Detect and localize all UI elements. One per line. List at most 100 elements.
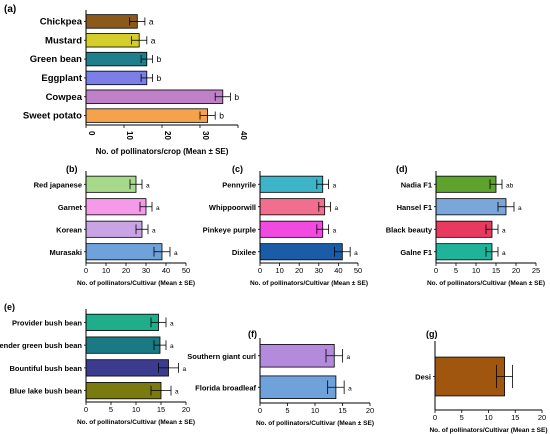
bar bbox=[85, 175, 137, 193]
significance-letter: a bbox=[146, 182, 150, 189]
significance-letter: a bbox=[170, 320, 174, 327]
category-label: Korean bbox=[56, 225, 82, 234]
x-axis-label: No. of pollinators/Cultivar (Mean ± SE) bbox=[427, 280, 545, 287]
significance-letter: a bbox=[152, 227, 156, 234]
category-label: Whippoorwill bbox=[209, 203, 256, 212]
x-tick-label: 20 bbox=[122, 266, 130, 275]
chart-panel-g: (g) Desi 0 5 10 15 20 No. of pollinators/Cultiv… bbox=[415, 329, 547, 434]
significance-letter: a bbox=[183, 366, 187, 373]
x-tick-label: 20 bbox=[163, 131, 172, 140]
chart-panel-c: (c) a Pennyrile a Whippoorwill a Pinkeye purpl… bbox=[203, 164, 368, 287]
x-tick-label: 10 bbox=[102, 266, 110, 275]
bar bbox=[435, 220, 493, 238]
category-label: Galne F1 bbox=[400, 248, 432, 257]
x-tick-label: 40 bbox=[162, 266, 170, 275]
x-tick-label: 20 bbox=[182, 405, 190, 414]
x-tick-label: 0 bbox=[87, 131, 96, 136]
category-label: Blue lake bush bean bbox=[9, 387, 82, 396]
bar bbox=[85, 359, 169, 377]
significance-letter: a bbox=[333, 182, 337, 189]
x-tick-label: 10 bbox=[132, 405, 140, 414]
panel-label: (b) bbox=[66, 164, 78, 174]
category-label: Red japanese bbox=[34, 180, 82, 189]
bar bbox=[259, 175, 324, 193]
category-label: Pinkeye purple bbox=[203, 225, 256, 234]
category-label: Hansel F1 bbox=[397, 203, 432, 212]
bar bbox=[85, 243, 163, 261]
x-tick-label: 5 bbox=[460, 413, 464, 422]
x-tick-label: 20 bbox=[366, 406, 374, 415]
significance-letter: ab bbox=[506, 182, 514, 189]
significance-letter: a bbox=[335, 205, 339, 212]
x-tick-label: 15 bbox=[157, 405, 165, 414]
bar bbox=[435, 243, 493, 261]
x-tick-label: 20 bbox=[538, 413, 546, 422]
x-tick-label: 30 bbox=[315, 266, 323, 275]
panel-label: (e) bbox=[4, 302, 15, 312]
x-tick-label: 25 bbox=[532, 266, 540, 275]
panel-label: (f) bbox=[248, 329, 257, 339]
bar bbox=[85, 382, 162, 400]
bar bbox=[434, 356, 505, 397]
bar bbox=[85, 336, 161, 354]
significance-letter: a bbox=[502, 227, 506, 234]
category-label: Provider bush bean bbox=[12, 318, 82, 327]
category-label: Mustard bbox=[45, 35, 82, 46]
x-tick-label: 10 bbox=[484, 413, 492, 422]
bar bbox=[259, 243, 343, 261]
chart-panel-d: (d) ab Nadia F1 a Hansel F1 a Black beauty a Gal… bbox=[386, 164, 545, 287]
x-tick-label: 10 bbox=[311, 406, 319, 415]
bar bbox=[85, 51, 148, 67]
significance-letter: a bbox=[354, 250, 358, 257]
category-label: Dixilee bbox=[232, 248, 256, 257]
x-tick-label: 0 bbox=[258, 266, 262, 275]
significance-letter: a bbox=[149, 16, 154, 26]
x-tick-label: 10 bbox=[472, 266, 480, 275]
chart-panel-b: (b) a Red japanese a Garnet a Korean a Murasaki0… bbox=[34, 164, 195, 287]
x-tick-label: 5 bbox=[109, 405, 113, 414]
category-label: Black beauty bbox=[386, 225, 433, 234]
panel-label: (d) bbox=[396, 164, 408, 174]
x-tick-label: 5 bbox=[285, 406, 289, 415]
category-label: Green bean bbox=[30, 54, 82, 65]
x-tick-label: 30 bbox=[142, 266, 150, 275]
significance-letter: a bbox=[502, 250, 506, 257]
significance-letter: a bbox=[518, 205, 522, 212]
x-axis-label: No. of pollinators/Cultivar (Mean ± SE) bbox=[77, 280, 195, 287]
category-label: Nadia F1 bbox=[401, 180, 432, 189]
x-axis-label: No. of pollinators/Cultivar (Mean ± SE) bbox=[429, 427, 547, 434]
category-label: Tender green bush bean bbox=[0, 341, 82, 350]
x-tick-label: 0 bbox=[84, 405, 88, 414]
panel-label: (g) bbox=[426, 329, 438, 339]
bar bbox=[259, 344, 335, 368]
x-axis-label: No. of pollinators/Cultivar (Mean ± SE) bbox=[77, 419, 195, 426]
bar bbox=[85, 89, 224, 104]
significance-letter: a bbox=[175, 389, 179, 396]
bar bbox=[259, 220, 324, 238]
x-tick-label: 0 bbox=[84, 266, 88, 275]
x-tick-label: 40 bbox=[334, 266, 342, 275]
category-label: Cowpea bbox=[46, 92, 83, 103]
x-axis-label: No. of pollinators/Cultivar (Mean ± SE) bbox=[256, 420, 374, 427]
bar bbox=[85, 70, 148, 86]
x-tick-label: 10 bbox=[275, 266, 283, 275]
bar bbox=[85, 108, 208, 123]
bar bbox=[85, 313, 159, 331]
category-label: Desi bbox=[415, 373, 431, 382]
x-tick-label: 20 bbox=[512, 266, 520, 275]
significance-letter: a bbox=[170, 343, 174, 350]
category-label: Pennyrile bbox=[222, 180, 256, 189]
category-label: Bountiful bush bean bbox=[10, 364, 83, 373]
chart-panel-e: (e) a Provider bush bean a Tender green bush… bbox=[0, 302, 195, 426]
bar bbox=[435, 175, 497, 193]
category-label: Murasaki bbox=[49, 248, 82, 257]
chart-panel-f: (f) a Southern giant curl a Florida broadlea… bbox=[187, 329, 374, 427]
significance-letter: a bbox=[347, 354, 351, 361]
x-axis-label: No. of pollinators/crop (Mean ± SE) bbox=[96, 147, 229, 156]
significance-letter: a bbox=[151, 35, 156, 45]
category-label: Eggplant bbox=[41, 73, 82, 84]
bar bbox=[85, 198, 147, 216]
x-tick-label: 20 bbox=[295, 266, 303, 275]
x-tick-label: 10 bbox=[125, 131, 134, 140]
